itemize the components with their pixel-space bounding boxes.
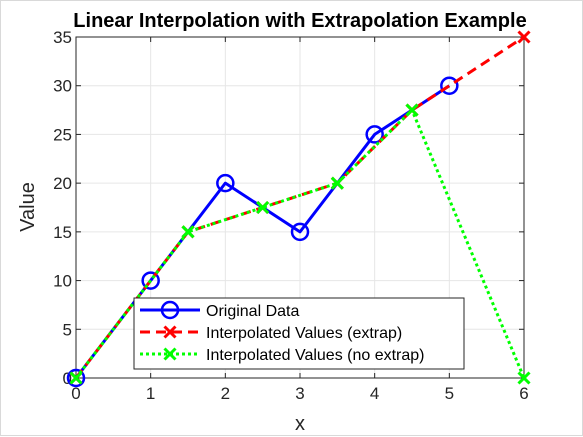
y-tick-label: 10 [53, 272, 72, 291]
legend-marker [160, 300, 180, 320]
x-tick-label: 1 [146, 384, 155, 403]
legend-marker [163, 347, 177, 361]
data-point [405, 103, 419, 117]
x-tick-label: 4 [370, 384, 379, 403]
data-point [517, 371, 531, 385]
data-point [256, 200, 270, 215]
legend-label: Original Data [206, 303, 299, 320]
data-point [141, 271, 160, 290]
x-tick-label: 6 [519, 384, 528, 403]
y-axis-label: Value [17, 182, 39, 232]
x-axis-label: x [295, 413, 305, 435]
data-point [216, 173, 235, 193]
series-line [74, 108, 526, 379]
data-point [365, 125, 384, 144]
x-tick-label: 2 [221, 384, 230, 403]
x-tick-label: 5 [445, 384, 454, 403]
x-tick-label: 0 [71, 384, 80, 403]
data-point [290, 222, 310, 242]
y-tick-label: 25 [53, 125, 72, 144]
data-point [440, 76, 459, 95]
legend-entry: Original Data [140, 300, 299, 320]
series-2 [69, 103, 531, 385]
data-point [69, 371, 83, 385]
y-tick-label: 15 [53, 223, 72, 242]
y-tick-label: 30 [53, 77, 72, 96]
data-point [66, 368, 86, 388]
chart-title: Linear Interpolation with Extrapolation … [73, 10, 526, 32]
y-tick-label: 5 [63, 320, 72, 339]
data-point [330, 176, 344, 190]
legend-entry: Interpolated Values (no extrap) [140, 347, 425, 364]
x-tick-label: 3 [295, 384, 304, 403]
legend-label: Interpolated Values (no extrap) [206, 347, 425, 364]
legend: Original Data Interpolated Values (extrap… [133, 297, 465, 370]
series-line [74, 35, 525, 379]
y-tick-label: 35 [53, 28, 72, 47]
legend-marker [163, 325, 177, 339]
legend-entry: Interpolated Values (extrap) [140, 325, 402, 342]
y-tick-label: 20 [53, 174, 72, 193]
data-point [181, 225, 195, 239]
legend-label: Interpolated Values (extrap) [206, 325, 402, 342]
data-point [517, 30, 531, 44]
